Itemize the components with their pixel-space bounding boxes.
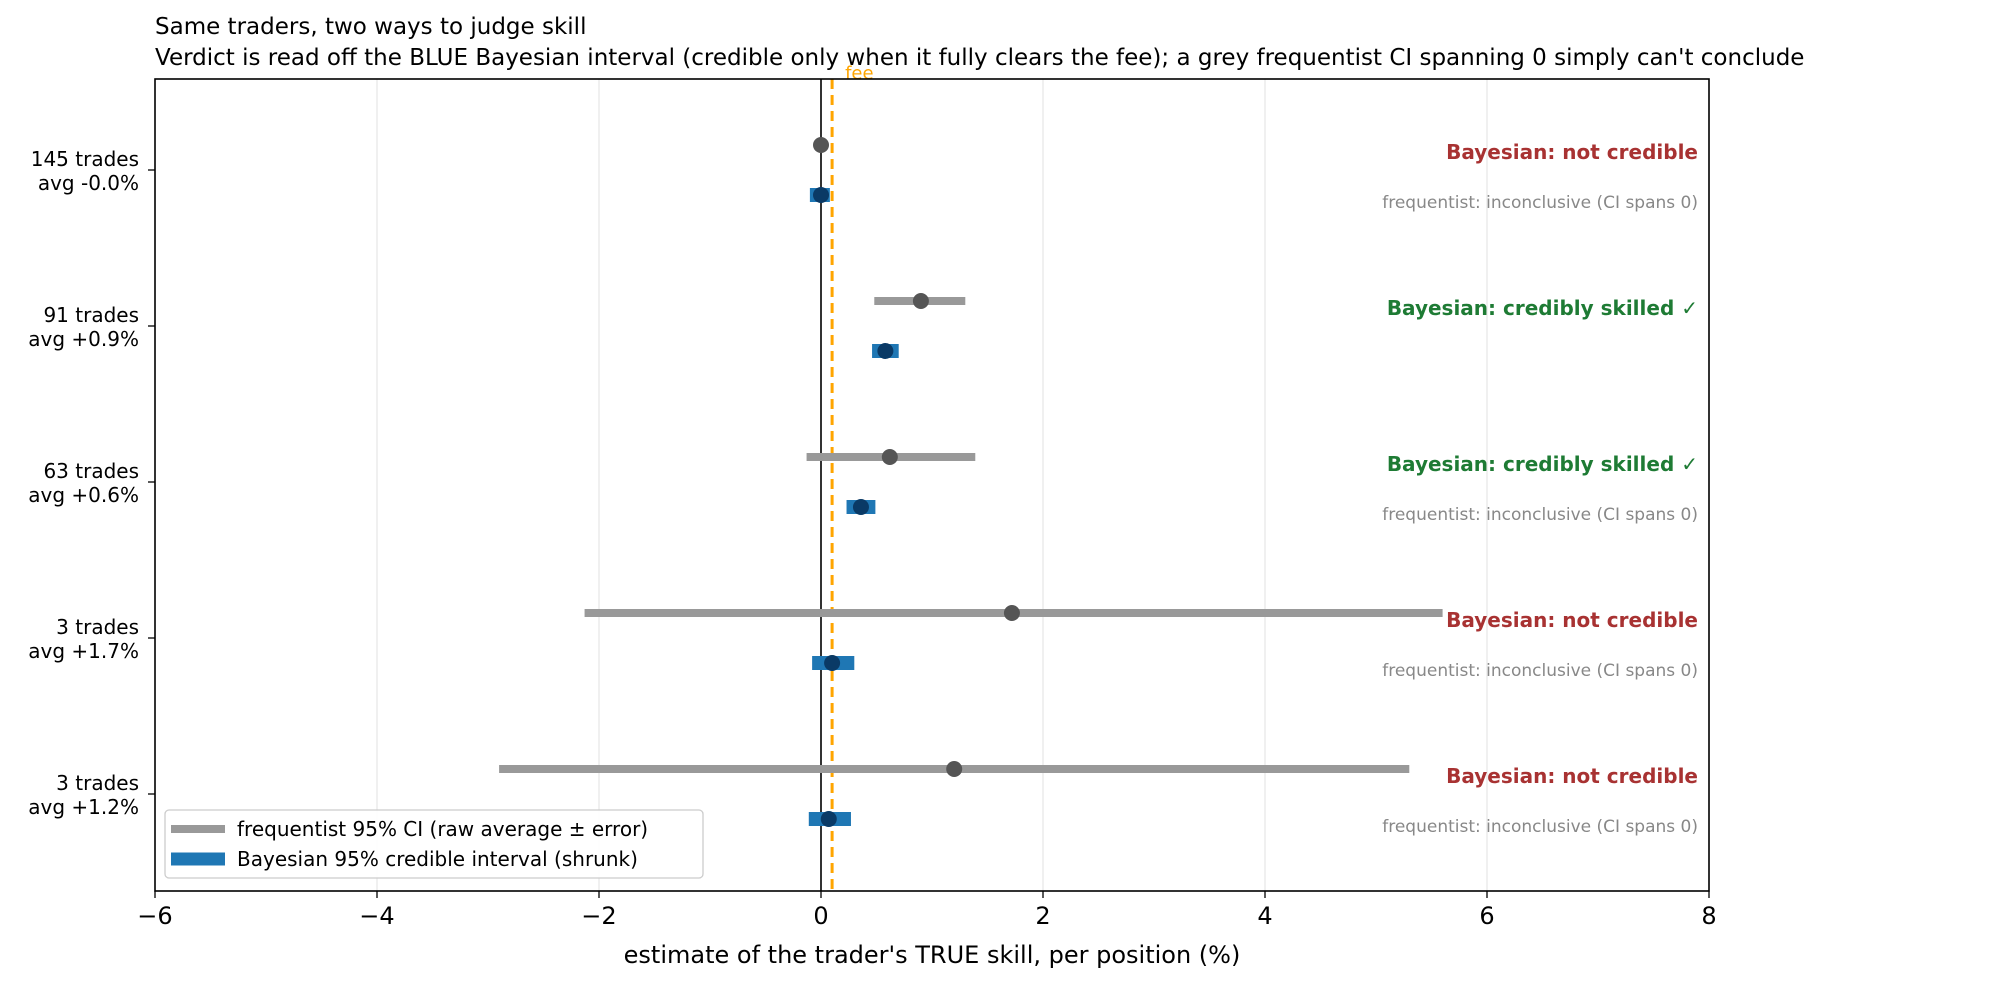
x-tick-label: 4: [1257, 902, 1272, 930]
x-tick-label: 2: [1035, 902, 1050, 930]
bayesian-mean: [820, 811, 837, 827]
x-tick-label: 0: [813, 902, 828, 930]
legend-label-bayesian: Bayesian 95% credible interval (shrunk): [237, 847, 638, 871]
trader-label-count: 145 trades: [31, 147, 139, 171]
bayesian-verdict: Bayesian: credibly skilled ✓: [1387, 296, 1698, 320]
trader-label-count: 63 trades: [43, 459, 139, 483]
trader-label-avg: avg +1.7%: [28, 639, 139, 663]
trader-label-count: 3 trades: [56, 615, 139, 639]
trader-label-avg: avg +0.9%: [28, 327, 139, 351]
x-tick-label: −6: [137, 902, 172, 930]
x-tick-label: 8: [1701, 902, 1716, 930]
bayesian-mean: [877, 343, 894, 359]
frequentist-note: frequentist: inconclusive (CI spans 0): [1382, 193, 1698, 213]
bayesian-mean: [813, 187, 829, 203]
fee-label: fee: [845, 63, 874, 84]
bayesian-mean: [824, 655, 841, 671]
frequentist-note: frequentist: inconclusive (CI spans 0): [1382, 661, 1698, 681]
bayesian-mean: [852, 499, 869, 515]
bayesian-verdict: Bayesian: credibly skilled ✓: [1387, 452, 1698, 476]
trader-label-count: 91 trades: [43, 303, 139, 327]
chart-title: Same traders, two ways to judge skill: [155, 14, 586, 40]
trader-label-avg: avg -0.0%: [38, 171, 139, 195]
legend-box: [164, 809, 704, 879]
trader-label-avg: avg +1.2%: [28, 795, 139, 819]
data-intervals: [499, 137, 1443, 827]
frequentist-note: frequentist: inconclusive (CI spans 0): [1382, 505, 1698, 525]
frequentist-mean: [912, 293, 929, 309]
x-axis-label: estimate of the trader's TRUE skill, per…: [624, 941, 1241, 969]
trader-label-avg: avg +0.6%: [28, 483, 139, 507]
bayesian-verdict: Bayesian: not credible: [1446, 140, 1698, 164]
x-tick-label: −2: [581, 902, 616, 930]
x-tick-label: −4: [359, 902, 394, 930]
frequentist-note: frequentist: inconclusive (CI spans 0): [1382, 817, 1698, 837]
bayesian-verdict: Bayesian: not credible: [1446, 764, 1698, 788]
frequentist-mean: [1003, 605, 1020, 621]
frequentist-mean: [946, 761, 963, 777]
chart-subtitle: Verdict is read off the BLUE Bayesian in…: [155, 45, 1804, 71]
plot-frame: [154, 78, 1710, 892]
bayesian-verdict: Bayesian: not credible: [1446, 608, 1698, 632]
x-tick-label: 6: [1479, 902, 1494, 930]
legend: frequentist 95% CI (raw average ± error)…: [164, 809, 704, 879]
trader-label-count: 3 trades: [56, 771, 139, 795]
frequentist-mean: [881, 449, 898, 465]
legend-label-frequentist: frequentist 95% CI (raw average ± error): [237, 817, 648, 841]
trader-annotations: Bayesian: not credible frequentist: incon…: [1382, 140, 1698, 837]
frequentist-mean: [813, 137, 829, 153]
